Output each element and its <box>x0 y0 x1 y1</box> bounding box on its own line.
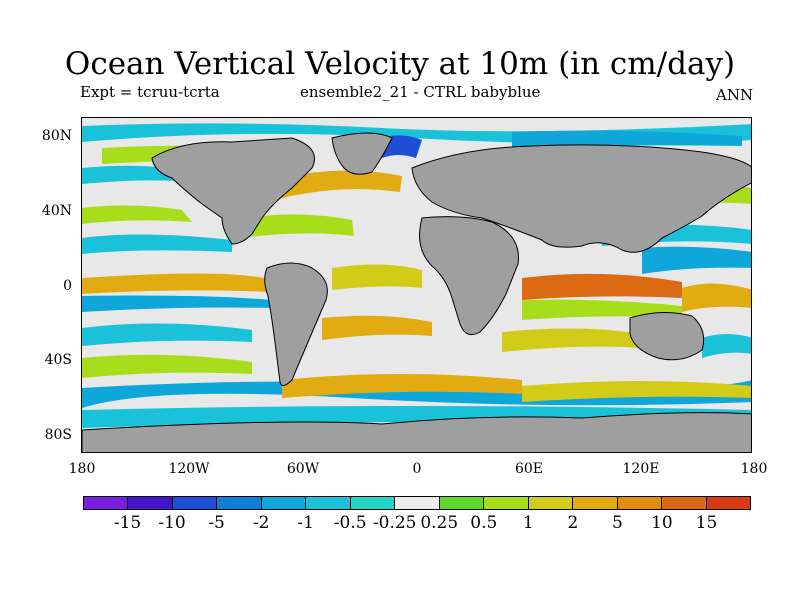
world-map <box>82 118 751 452</box>
colorbar-tick-label: 5 <box>611 513 623 533</box>
colorbar-swatch <box>261 497 307 509</box>
colorbar-tick-label: -0.25 <box>372 513 417 533</box>
colorbar-swatch <box>528 497 574 509</box>
map-title: Ocean Vertical Velocity at 10m (in cm/da… <box>64 46 736 82</box>
lon-label-120e: 120E <box>622 461 660 477</box>
colorbar-swatch <box>172 497 218 509</box>
colorbar-tick-label: 1 <box>522 513 534 533</box>
season-label: ANN <box>716 86 754 104</box>
ensemble-label: ensemble2_21 - CTRL babyblue <box>300 83 541 101</box>
colorbar-tick-label: -1 <box>297 513 314 533</box>
experiment-label: Expt = tcruu-tcrta <box>80 83 220 101</box>
colorbar-tick-label: 15 <box>695 513 718 533</box>
colorbar-swatch <box>662 497 707 509</box>
colorbar <box>83 496 751 510</box>
map-panel <box>81 117 752 453</box>
colorbar-tick-label: 10 <box>651 513 673 533</box>
lat-label-80n: 80N <box>41 128 72 144</box>
colorbar-swatch <box>128 497 173 509</box>
colorbar-tick-label: -10 <box>158 513 186 533</box>
colorbar-swatch <box>706 497 751 509</box>
lat-label-0: 0 <box>63 278 72 294</box>
lon-label-180e: 180 <box>740 461 768 477</box>
colorbar-tick-label: 0.25 <box>420 513 459 533</box>
landmasses <box>82 132 751 452</box>
lon-label-120w: 120W <box>168 461 210 477</box>
lon-label-0: 0 <box>412 461 422 477</box>
colorbar-swatch <box>573 497 618 509</box>
lat-label-40s: 40S <box>44 352 72 368</box>
colorbar-swatch <box>217 497 262 509</box>
colorbar-tick-label: -2 <box>252 513 270 533</box>
colorbar-swatch <box>395 497 440 509</box>
lat-label-40n: 40N <box>41 203 72 219</box>
colorbar-swatch <box>484 497 529 509</box>
lon-label-60e: 60E <box>514 461 544 477</box>
colorbar-swatch <box>617 497 663 509</box>
colorbar-tick-label: -15 <box>113 513 142 533</box>
lat-label-80s: 80S <box>44 427 72 443</box>
colorbar-swatch <box>306 497 351 509</box>
colorbar-tick-label: -0.5 <box>333 513 367 533</box>
colorbar-swatch <box>350 497 396 509</box>
colorbar-tick-label: 2 <box>567 513 579 533</box>
colorbar-tick-label: -5 <box>208 513 225 533</box>
colorbar-swatch <box>84 497 129 509</box>
colorbar-swatch <box>439 497 485 509</box>
lon-label-180w: 180 <box>68 461 96 477</box>
lon-label-60w: 60W <box>286 461 320 477</box>
colorbar-tick-label: 0.5 <box>470 513 498 533</box>
